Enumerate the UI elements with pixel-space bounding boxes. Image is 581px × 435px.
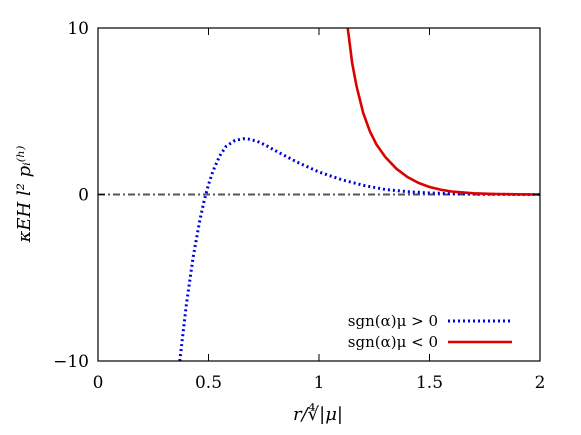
x-tick-label: 0.5 bbox=[195, 373, 222, 393]
x-tick-label: 0 bbox=[93, 373, 104, 393]
x-axis-label: r/∜|μ| bbox=[293, 403, 343, 425]
series-line-2 bbox=[346, 28, 540, 196]
y-axis-label: κEH l² pᵢ⁽ʰ⁾ bbox=[14, 146, 35, 244]
y-tick-label: −10 bbox=[53, 352, 89, 372]
legend-label-series-2: sgn(α)μ < 0 bbox=[348, 333, 438, 351]
x-tick-label: 1 bbox=[314, 373, 325, 393]
y-tick-label: 0 bbox=[78, 186, 89, 206]
y-tick-label: 10 bbox=[67, 19, 89, 39]
x-tick-label: 2 bbox=[535, 373, 546, 393]
legend-label-series-1: sgn(α)μ > 0 bbox=[348, 312, 438, 330]
legend: sgn(α)μ > 0 sgn(α)μ < 0 bbox=[348, 312, 512, 351]
x-tick-label: 1.5 bbox=[416, 373, 443, 393]
